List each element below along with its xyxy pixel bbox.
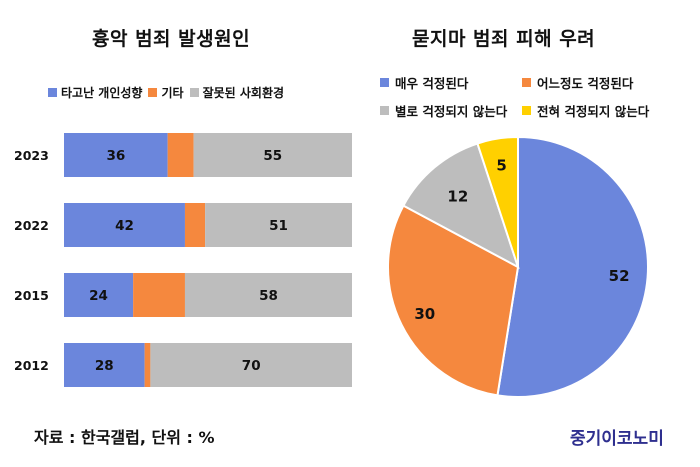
pie-slice-1 <box>387 204 520 397</box>
bar-value-label-2012-0: 28 <box>95 358 114 374</box>
bar-value-label-2023-0: 36 <box>106 148 125 164</box>
bar-chart: 2023 36 55 2022 42 51 2015 24 58 2012 28 70 <box>14 133 352 387</box>
bar-segment-2012-2 <box>150 343 352 387</box>
bar-segment-2015-1 <box>133 273 185 317</box>
pie-slice-0 <box>496 135 649 398</box>
bar-segment-2023-0 <box>64 133 168 177</box>
pie-legend-item-somewhat: 어느정도 걱정된다 <box>522 73 633 92</box>
pie-legend-label-very: 매우 걱정된다 <box>395 76 469 91</box>
legend-label-other: 기타 <box>161 86 184 100</box>
bar-category-label-2015: 2015 <box>14 288 49 303</box>
pie-chart-title: 묻지마 범죄 피해 우려 <box>412 28 596 50</box>
bar-category-label-2012: 2012 <box>14 358 49 373</box>
bar-value-label-2012-2: 70 <box>242 358 261 374</box>
legend-item-innate: 타고난 개인성향 <box>48 84 142 101</box>
bar-category-label-2022: 2022 <box>14 218 49 233</box>
bar-segment-2022-2 <box>205 203 352 247</box>
pie-slice-2 <box>402 142 520 270</box>
pie-legend-item-not-at-all: 전혀 걱정되지 않는다 <box>522 101 649 120</box>
bar-chart-legend: 타고난 개인성향 기타 잘못된 사회환경 <box>48 84 290 101</box>
pie-legend-label-not-much: 별로 걱정되지 않는다 <box>395 104 508 119</box>
legend-item-social: 잘못된 사회환경 <box>189 84 285 101</box>
pie-value-label-0: 52 <box>609 267 630 285</box>
bar-category-label-2023: 2023 <box>14 148 49 163</box>
bar-segment-2012-1 <box>144 343 151 387</box>
bar-value-label-2015-2: 58 <box>259 288 278 304</box>
legend-item-other: 기타 <box>148 84 184 101</box>
legend-swatch-social <box>189 88 199 97</box>
legend-label-innate: 타고난 개인성향 <box>61 86 143 100</box>
brand-logo: 중기이코노미 <box>570 429 664 449</box>
bar-segment-2022-1 <box>184 203 206 247</box>
bar-segment-2022-0 <box>64 203 185 247</box>
bar-segment-2023-1 <box>167 133 194 177</box>
pie-legend-swatch-very <box>380 78 389 87</box>
source-note: 자료 : 한국갤럽, 단위 : % <box>34 428 215 447</box>
pie-value-label-2: 12 <box>447 187 468 205</box>
pie-value-label-1: 30 <box>414 305 435 323</box>
bar-value-label-2015-0: 24 <box>89 288 108 304</box>
pie-legend-label-somewhat: 어느정도 걱정된다 <box>537 76 634 91</box>
pie-legend-label-not-at-all: 전혀 걱정되지 않는다 <box>537 104 650 119</box>
legend-swatch-other <box>148 88 158 97</box>
pie-legend-swatch-somewhat <box>522 78 531 87</box>
legend-swatch-innate <box>48 88 57 97</box>
bar-value-label-2023-2: 55 <box>263 148 282 164</box>
bar-segment-2023-2 <box>193 133 352 177</box>
bar-value-label-2022-2: 51 <box>269 218 288 234</box>
pie-legend-swatch-not-much <box>380 106 389 115</box>
pie-legend-item-not-much: 별로 걱정되지 않는다 <box>380 101 507 120</box>
bar-segment-2015-2 <box>184 273 352 317</box>
bar-segment-2015-0 <box>64 273 134 317</box>
legend-label-social: 잘못된 사회환경 <box>202 86 285 100</box>
bar-segment-2012-0 <box>64 343 145 387</box>
pie-value-label-3: 5 <box>496 156 506 174</box>
pie-slice-3 <box>476 135 519 268</box>
bar-chart-title: 흉악 범죄 발생원인 <box>92 28 251 50</box>
pie-legend-item-very: 매우 걱정된다 <box>380 73 468 92</box>
pie-legend-swatch-not-at-all <box>522 106 531 115</box>
bar-value-label-2022-0: 42 <box>115 218 134 234</box>
